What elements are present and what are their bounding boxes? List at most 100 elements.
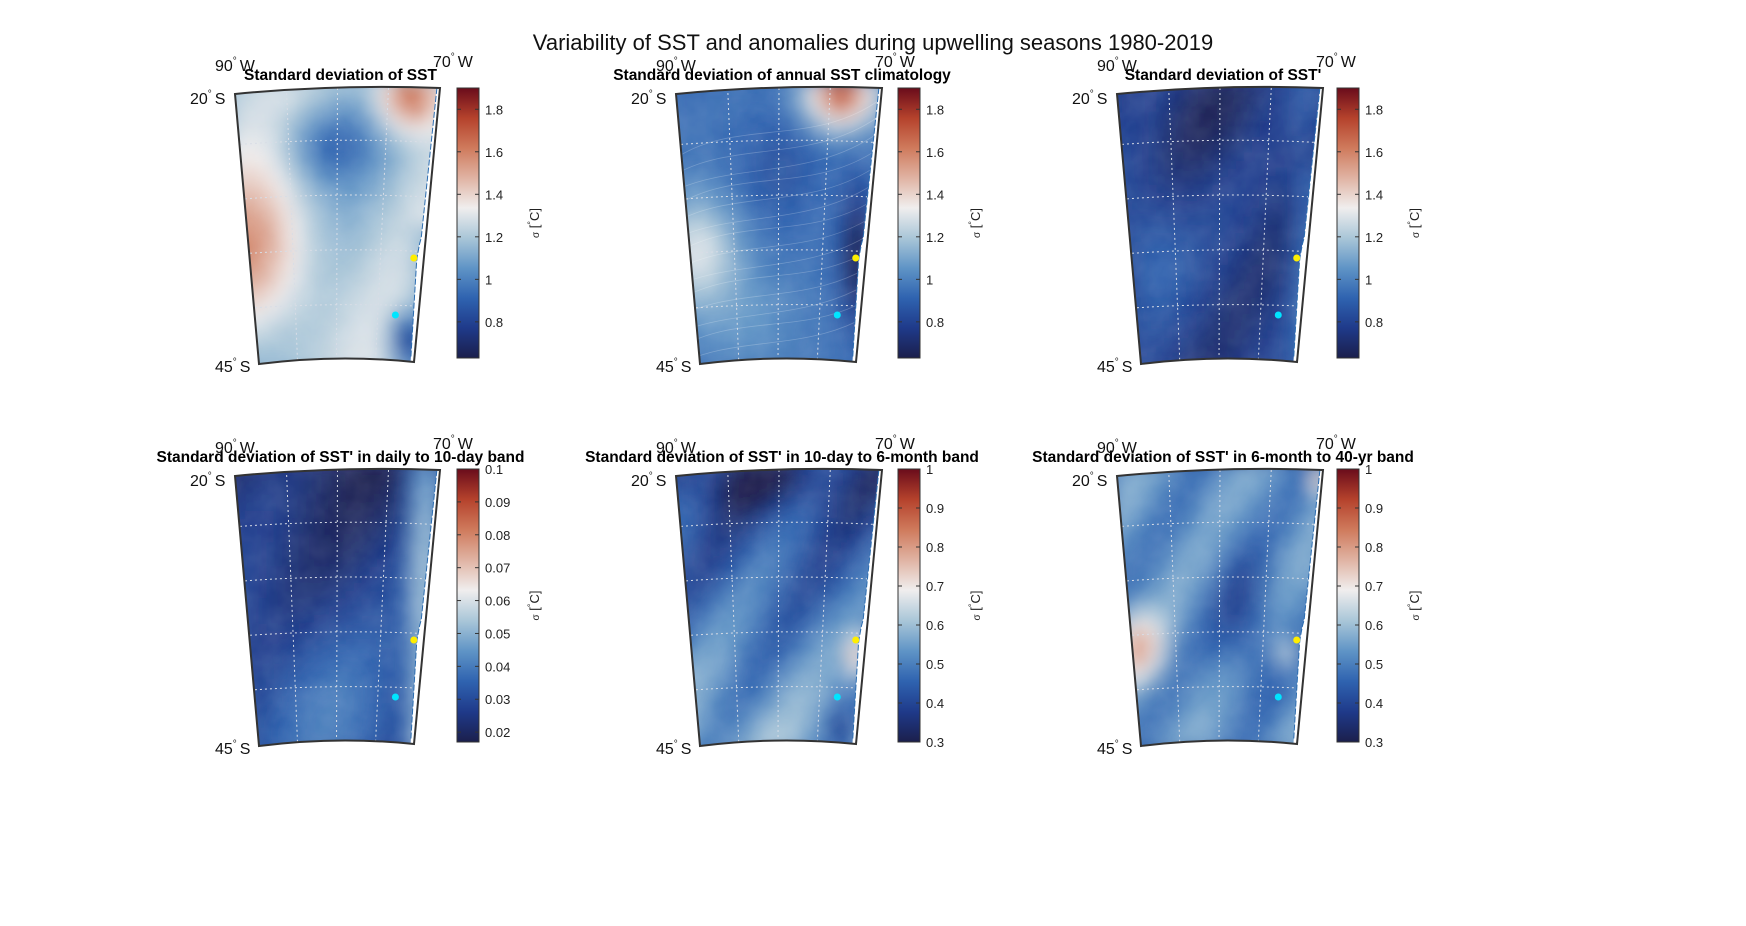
colorbar-tick-label: 0.08 [485,528,510,543]
station-south-marker [391,693,399,701]
map-frame [233,85,442,366]
colorbar [897,87,921,359]
colorbar-tick-label: 0.02 [485,725,510,740]
panel-title: Standard deviation of SST' [1125,67,1322,84]
station-south-marker [833,311,841,319]
latitude-label: 45° S [656,357,691,376]
map-frame [233,467,442,748]
colorbar [456,87,480,359]
colorbar-tick-label: 0.5 [1365,657,1383,672]
colorbar-tick-label: 1 [926,272,933,287]
colorbar-tick-label: 1.4 [926,187,944,202]
longitude-label: 70° W [433,52,474,71]
colorbar-tick-label: 1.8 [926,102,944,117]
longitude-label: 90° W [215,438,256,457]
colorbar-label: σ [°C] [1406,208,1422,238]
colorbar-tick-label: 0.8 [485,315,503,330]
longitude-label: 70° W [1316,434,1357,453]
latitude-label: 20° S [1072,471,1107,490]
colorbar-tick-label: 1.6 [485,145,503,160]
colorbar-tick-label: 1.8 [485,102,503,117]
longitude-label: 90° W [215,56,256,75]
colorbar-tick-label: 1 [485,272,492,287]
sst-field [1117,468,1323,746]
coastline [410,87,438,359]
longitude-label: 70° W [1316,52,1357,71]
colorbar-tick-label: 1 [1365,462,1372,477]
colorbar-tick-label: 0.5 [926,657,944,672]
colorbar [1336,468,1360,743]
colorbar-tick-label: 0.6 [926,618,944,633]
coastline [1293,87,1321,359]
latitude-label: 45° S [1097,357,1132,376]
colorbar-tick-label: 0.03 [485,692,510,707]
colorbar [456,468,480,743]
coastline [410,469,438,741]
sst-field [1117,86,1323,364]
longitude-label: 70° W [433,434,474,453]
map-frame [674,467,884,748]
colorbar-tick-label: 0.6 [1365,618,1383,633]
map-frame [1115,85,1325,366]
map-panel-3: Standard deviation of SST'90° W 70° W 20° S 45… [1072,52,1422,376]
map-panel-2: Standard deviation of annual SST climato… [613,52,983,376]
colorbar-tick-label: 0.4 [926,696,944,711]
sst-field [235,468,440,746]
longitude-label: 70° W [875,52,916,71]
colorbar-tick-label: 1.2 [485,230,503,245]
colorbar-label: σ [°C] [526,590,542,620]
longitude-label: 90° W [656,438,697,457]
colorbar-label: σ [°C] [1406,590,1422,620]
colorbar-tick-label: 0.9 [1365,501,1383,516]
sst-field [676,86,882,364]
latitude-label: 45° S [1097,739,1132,758]
colorbar-tick-label: 0.8 [926,315,944,330]
colorbar-tick-label: 1.6 [1365,145,1383,160]
colorbar-tick-label: 0.09 [485,495,510,510]
colorbar-tick-label: 1 [1365,272,1372,287]
colorbar-tick-label: 0.7 [926,579,944,594]
colorbar-tick-label: 0.05 [485,626,510,641]
sst-field [676,468,882,746]
colorbar-tick-label: 0.8 [1365,315,1383,330]
longitude-label: 70° W [875,434,916,453]
panel-title: Standard deviation of SST' in daily to 1… [157,449,525,466]
colorbar-tick-label: 0.3 [1365,735,1383,750]
sst-field [235,86,440,364]
station-north-marker [410,254,418,262]
panel-title: Standard deviation of annual SST climato… [613,67,951,84]
colorbar-label: σ [°C] [967,208,983,238]
coastline [852,469,880,741]
coastline [1293,469,1321,741]
colorbar-tick-label: 1.6 [926,145,944,160]
longitude-label: 90° W [1097,56,1138,75]
colorbar-tick-label: 0.7 [1365,579,1383,594]
latitude-label: 20° S [1072,89,1107,108]
station-south-marker [1274,311,1282,319]
colorbar-tick-label: 1.4 [1365,187,1383,202]
figure-title: Variability of SST and anomalies during … [533,30,1213,55]
latitude-label: 45° S [656,739,691,758]
colorbar-tick-label: 1.4 [485,187,503,202]
station-north-marker [1293,636,1301,644]
colorbar-tick-label: 1.8 [1365,102,1383,117]
contour-lines [676,97,882,364]
longitude-label: 90° W [656,56,697,75]
panel-title: Standard deviation of SST' in 6-month to… [1032,449,1414,466]
panel-title: Standard deviation of SST' in 10-day to … [585,449,979,466]
colorbar [1336,87,1360,359]
latitude-label: 20° S [190,89,225,108]
colorbar-tick-label: 1 [926,462,933,477]
colorbar-tick-label: 0.3 [926,735,944,750]
station-north-marker [410,636,418,644]
colorbar-tick-label: 0.06 [485,594,510,609]
colorbar-tick-label: 1.2 [1365,230,1383,245]
colorbar-tick-label: 0.4 [1365,696,1383,711]
station-north-marker [1293,254,1301,262]
latitude-label: 45° S [215,739,250,758]
colorbar-tick-label: 1.2 [926,230,944,245]
longitude-label: 90° W [1097,438,1138,457]
colorbar-label: σ [°C] [967,590,983,620]
